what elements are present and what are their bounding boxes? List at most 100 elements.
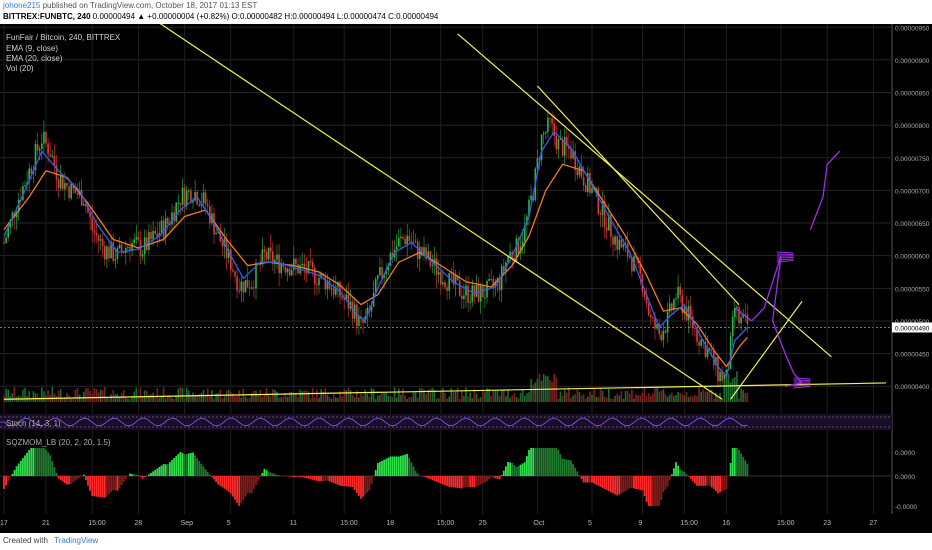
candle-body: [311, 262, 314, 268]
sqz-bar: [318, 476, 320, 482]
volume-bar: [702, 389, 705, 402]
candle-body: [731, 317, 734, 337]
sqz-bar: [64, 476, 66, 484]
candle-body: [116, 248, 119, 260]
sqz-bar: [290, 476, 293, 477]
tradingview-logo[interactable]: TradingView: [54, 536, 99, 545]
sqz-bar: [591, 476, 593, 483]
candle-body: [715, 356, 717, 366]
sqz-bar: [13, 470, 16, 476]
candle-body: [15, 212, 18, 218]
sqz-bar: [271, 473, 274, 476]
sqz-bar: [645, 476, 648, 502]
volume-bar: [276, 391, 278, 402]
candle-body: [183, 187, 186, 206]
sqz-bar: [637, 476, 640, 490]
sqz-bar: [698, 476, 700, 486]
candle-body: [57, 179, 60, 189]
volume-bar: [597, 396, 600, 402]
candle-body: [234, 271, 236, 277]
candle-body: [666, 311, 669, 333]
volume-bar: [95, 389, 98, 402]
volume-bar: [717, 397, 719, 402]
volume-bar: [736, 371, 738, 402]
volume-bar: [83, 391, 85, 402]
volume-bar: [664, 393, 667, 402]
volume-bar: [492, 390, 495, 402]
chart-svg[interactable]: 0.00000950 0.00000900 0.00000850 0.00000800…: [0, 16, 932, 533]
projection-cluster: [776, 251, 794, 254]
sqz-bar: [393, 456, 396, 476]
volume-bar: [652, 393, 654, 402]
sqz-bar: [605, 476, 608, 491]
volume-bar: [314, 397, 316, 402]
volume-bar: [215, 393, 217, 402]
candle-body: [568, 145, 570, 149]
sqz-bar: [681, 470, 684, 476]
candle-body: [578, 166, 581, 176]
candle-body: [400, 236, 402, 238]
sqz-bar: [477, 476, 480, 486]
volume-bar: [681, 394, 684, 402]
sqz-bar: [242, 476, 245, 500]
volume-bar: [551, 382, 553, 402]
volume-bar: [437, 398, 440, 402]
sqz-bar: [190, 453, 192, 476]
volume-bar: [381, 393, 383, 402]
volume-bar: [389, 396, 392, 402]
volume-bar: [578, 392, 581, 402]
volume-bar: [179, 387, 182, 402]
volume-bar: [385, 392, 387, 402]
sqz-bar: [448, 476, 451, 487]
author-link[interactable]: johone215: [3, 1, 41, 10]
volume-bar: [555, 377, 558, 402]
sqz-bar: [194, 455, 196, 476]
sqz-bar: [433, 476, 436, 481]
chart-area[interactable]: 0.00000950 0.00000900 0.00000850 0.00000800…: [0, 16, 932, 533]
sqz-bar: [181, 453, 184, 476]
sqz-bar: [129, 473, 131, 476]
x-tick-label: 5: [227, 520, 231, 527]
candle-body: [479, 285, 482, 302]
sqz-bar: [261, 472, 264, 476]
sqz-bar: [299, 476, 301, 478]
volume-bar: [68, 395, 70, 402]
candle-body: [106, 246, 108, 260]
volume-bar: [580, 395, 583, 402]
projection-cluster: [793, 385, 811, 389]
projection-cluster: [776, 258, 794, 261]
volume-bar: [509, 398, 511, 402]
sqz-bar: [589, 476, 591, 483]
volume-bar: [104, 387, 106, 402]
volume-bar: [616, 393, 618, 402]
sqz-bar: [416, 473, 419, 476]
volume-bar: [412, 391, 415, 402]
volume-bar: [574, 393, 576, 402]
projection-cluster: [776, 259, 794, 263]
volume-bar: [164, 398, 167, 402]
sqz-bar: [712, 476, 715, 489]
volume-bar: [305, 390, 308, 402]
volume-bar: [311, 387, 314, 402]
volume-bar: [154, 397, 156, 402]
sqz-bar: [213, 476, 215, 480]
sqz-bar: [347, 476, 350, 487]
legend-vol: Vol (20): [6, 64, 34, 73]
volume-bar: [549, 380, 551, 402]
volume-bar: [127, 398, 129, 402]
sqz-bar: [124, 476, 127, 480]
sqz-bar: [612, 476, 614, 494]
volume-bar: [253, 390, 255, 402]
sqz-bar: [473, 476, 476, 488]
sqz-bar: [141, 476, 144, 479]
volume-bar: [360, 393, 362, 402]
volume-bar: [227, 389, 230, 402]
candle-body: [110, 241, 112, 259]
candle-body: [286, 268, 289, 273]
candle-body: [137, 237, 140, 241]
volume-bar: [671, 392, 673, 402]
sqz-bar: [557, 450, 560, 476]
volume-bar: [725, 374, 728, 402]
sqz-bar: [229, 476, 232, 494]
sqz-bar: [624, 476, 627, 492]
